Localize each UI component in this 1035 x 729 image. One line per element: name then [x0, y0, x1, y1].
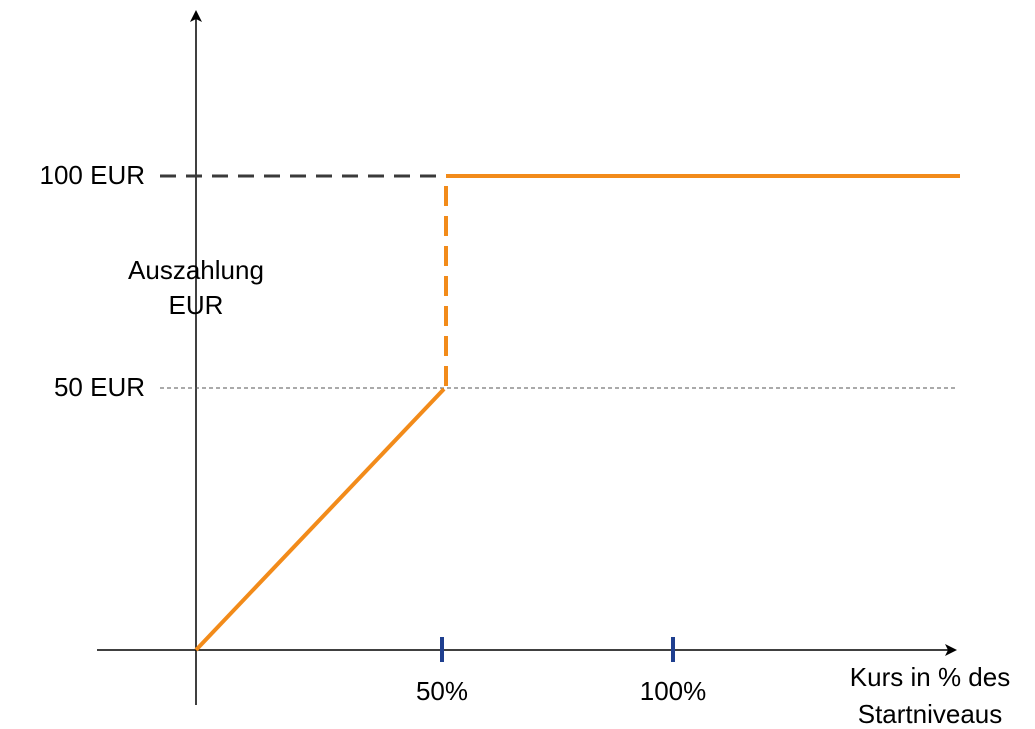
y-tick-label: 50 EUR	[54, 372, 145, 402]
y-axis-label: EUR	[169, 290, 224, 320]
x-axis-label: Kurs in % des	[850, 662, 1010, 692]
y-tick-label: 100 EUR	[40, 160, 146, 190]
x-axis-label: Startniveaus	[858, 699, 1003, 729]
payoff-linear	[194, 387, 446, 652]
x-tick-label: 50%	[416, 676, 468, 706]
y-axis-label: Auszahlung	[128, 255, 264, 285]
x-tick-label: 100%	[640, 676, 707, 706]
